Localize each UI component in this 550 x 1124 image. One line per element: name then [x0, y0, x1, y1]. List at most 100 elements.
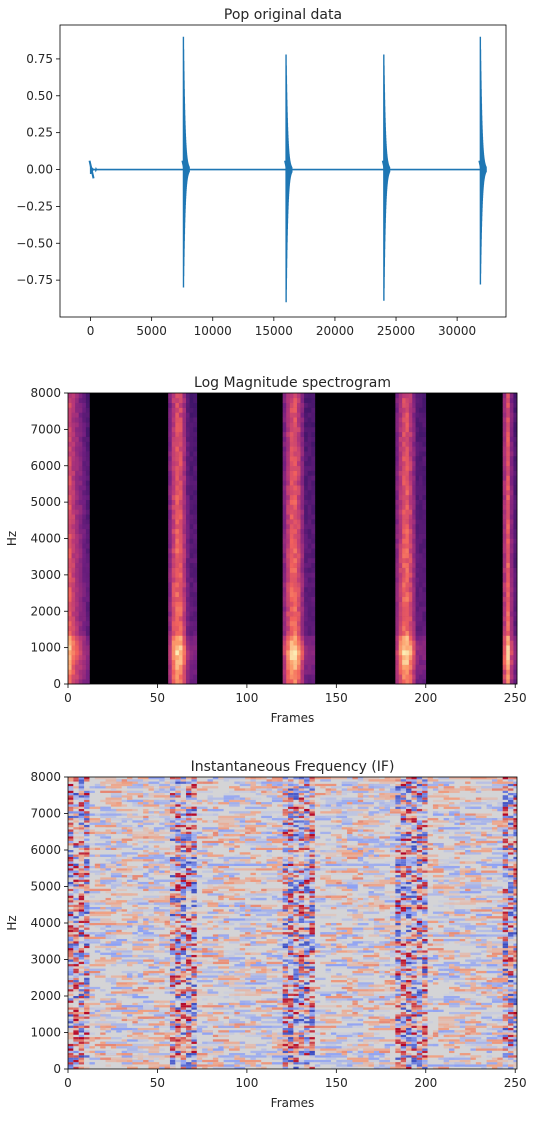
- if-cell: [143, 968, 149, 971]
- if-cell: [164, 788, 187, 791]
- if-cell: [137, 907, 149, 910]
- if-cell: [255, 1025, 272, 1028]
- spectrogram-cell: [171, 402, 176, 408]
- if-cell: [191, 916, 197, 919]
- spectrogram-cell: [509, 630, 514, 636]
- if-cell: [229, 970, 235, 974]
- spectrogram-cell: [85, 397, 90, 403]
- if-cell: [78, 1062, 85, 1065]
- if-cell: [180, 875, 187, 878]
- if-cell: [282, 852, 289, 855]
- if-cell: [207, 1002, 213, 1006]
- spectrogram-cell: [75, 587, 80, 593]
- spectrogram-cell: [513, 397, 518, 403]
- spectrogram-cell: [71, 533, 76, 539]
- spectrogram-cell: [68, 490, 72, 496]
- spectrogram-cell: [307, 402, 312, 408]
- if-cell: [191, 818, 197, 821]
- if-cell: [143, 884, 165, 887]
- if-cell: [180, 1016, 187, 1019]
- if-cell: [132, 808, 138, 812]
- spectrogram-cell: [71, 650, 76, 656]
- if-cell: [127, 875, 133, 878]
- if-cell: [78, 1046, 85, 1049]
- if-cell: [132, 1034, 138, 1038]
- if-cell: [175, 797, 181, 800]
- if-cell: [116, 984, 133, 987]
- if-cell: [288, 818, 294, 821]
- spectrogram-cell: [178, 441, 183, 447]
- if-cell: [207, 779, 213, 782]
- if-cell: [110, 982, 117, 985]
- if-cell: [73, 916, 79, 919]
- spectrogram-cell: [193, 470, 198, 476]
- spectrogram-cell: [286, 422, 291, 428]
- spectrogram-cell: [182, 630, 187, 636]
- if-cell: [169, 1048, 176, 1051]
- if-cell: [78, 957, 85, 960]
- spectrogram-cell: [422, 460, 427, 467]
- spectrogram-cell: [182, 611, 187, 617]
- spectrogram-cell: [422, 446, 427, 452]
- if-cell: [229, 877, 240, 880]
- spectrogram-cell: [422, 582, 427, 588]
- spectrogram-cell: [415, 572, 420, 578]
- spectrogram-cell: [296, 422, 301, 428]
- spectrogram-cell: [289, 528, 294, 534]
- spectrogram-cell: [402, 412, 406, 418]
- if-cell: [186, 868, 192, 871]
- spectrogram-cell: [405, 548, 410, 554]
- spectrogram-cell: [307, 397, 312, 403]
- spectrogram-cell: [395, 596, 400, 602]
- if-cell: [143, 1062, 160, 1065]
- if-cell: [137, 954, 154, 958]
- if-cell: [186, 1046, 192, 1049]
- if-cell: [78, 838, 85, 841]
- if-cell: [180, 980, 187, 983]
- spectrogram-cell: [300, 528, 305, 534]
- spectrogram-cell: [85, 431, 90, 437]
- if-cell: [191, 779, 197, 782]
- if-cell: [89, 1057, 106, 1060]
- if-cell: [84, 834, 90, 837]
- if-cell: [110, 822, 117, 825]
- spectrogram-cell: [412, 475, 416, 481]
- if-cell: [121, 909, 128, 912]
- if-cell: [202, 859, 213, 862]
- spectrogram-cell: [171, 407, 176, 413]
- spectrogram-cell: [412, 407, 416, 413]
- if-cell: [255, 1066, 267, 1069]
- if-cell: [175, 950, 181, 953]
- if-cell: [116, 831, 128, 835]
- spectrogram-cell: [513, 548, 518, 554]
- if-cell: [186, 993, 192, 996]
- if-cell: [191, 964, 197, 967]
- spectrogram-cell: [408, 504, 413, 510]
- x-tick-label: 0: [87, 324, 95, 338]
- if-cell: [110, 795, 128, 798]
- spectrogram-cell: [422, 567, 427, 573]
- if-cell: [250, 964, 272, 967]
- if-cell: [78, 1009, 85, 1012]
- spectrogram-cell: [506, 543, 511, 549]
- spectrogram-cell: [293, 485, 298, 491]
- spectrogram-cell: [405, 417, 410, 423]
- spectrogram-cell: [68, 679, 72, 685]
- spectrogram-cell: [307, 606, 312, 612]
- spectrogram-cell: [178, 582, 183, 588]
- spectrogram-cell: [293, 664, 298, 670]
- spectrogram-cell: [286, 426, 291, 433]
- spectrogram-cell: [402, 645, 406, 651]
- if-cell: [169, 838, 176, 841]
- if-cell: [250, 856, 256, 860]
- if-cell: [175, 925, 181, 928]
- spectrogram-cell: [75, 422, 80, 428]
- spectrogram-cell: [412, 451, 416, 457]
- if-cell: [175, 845, 181, 848]
- spectrogram-cell: [282, 616, 287, 622]
- if-cell: [169, 1059, 176, 1063]
- spectrogram-cell: [395, 451, 400, 457]
- if-cell: [293, 936, 299, 939]
- if-cell: [148, 863, 165, 866]
- if-cell: [148, 888, 170, 892]
